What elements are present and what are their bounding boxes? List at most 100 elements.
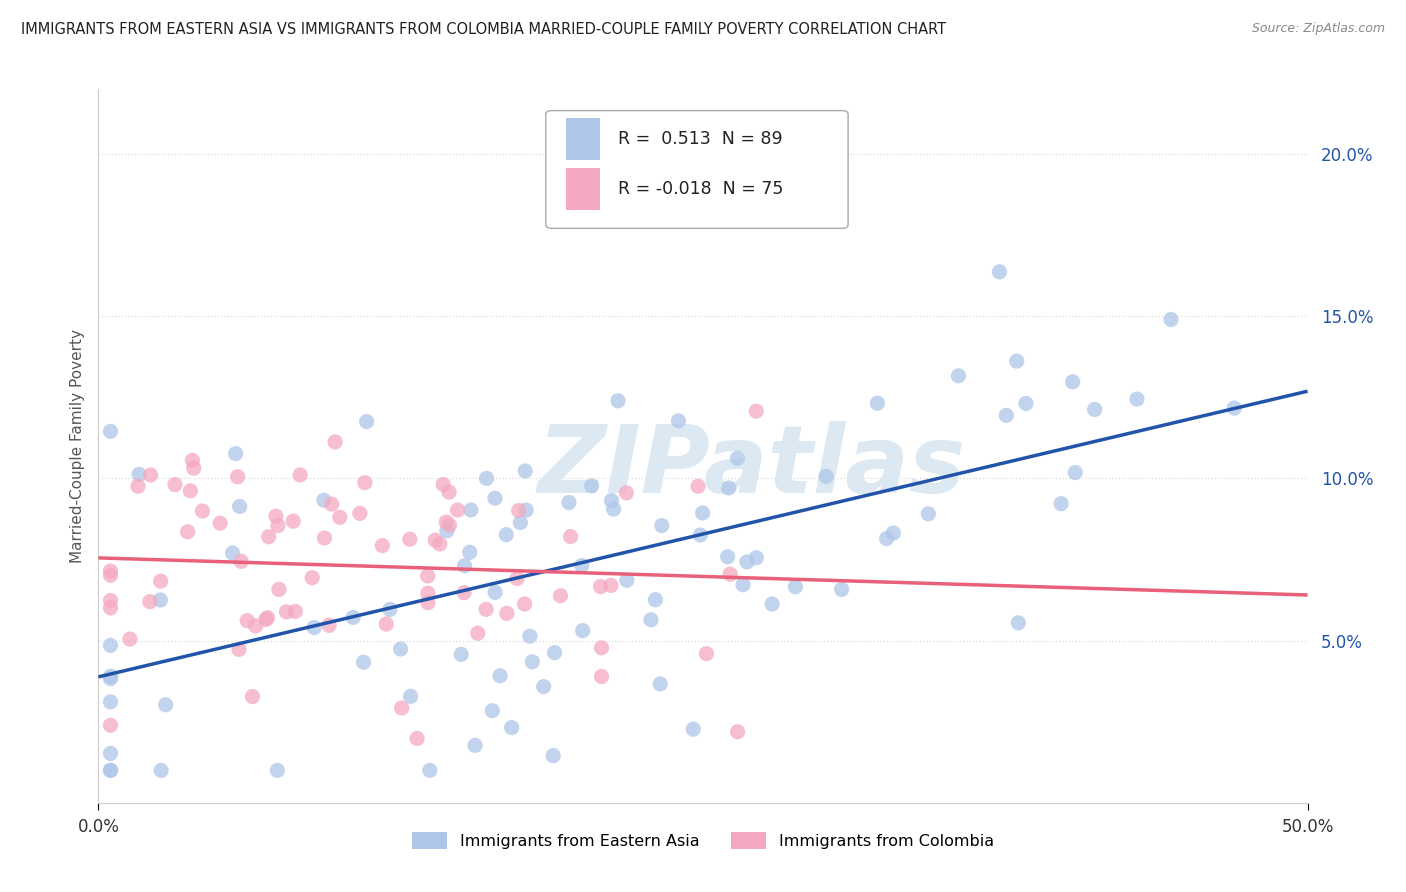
Point bbox=[356, 415, 378, 429]
Point bbox=[1007, 615, 1029, 630]
Point bbox=[640, 613, 662, 627]
Point bbox=[342, 610, 364, 624]
Point bbox=[221, 546, 243, 560]
Text: IMMIGRANTS FROM EASTERN ASIA VS IMMIGRANTS FROM COLOMBIA MARRIED-COUPLE FAMILY P: IMMIGRANTS FROM EASTERN ASIA VS IMMIGRAN… bbox=[21, 22, 946, 37]
Point bbox=[225, 447, 247, 461]
Point bbox=[139, 595, 162, 609]
Point bbox=[100, 425, 122, 439]
Point bbox=[256, 611, 278, 625]
Point bbox=[254, 613, 277, 627]
Point bbox=[519, 629, 541, 643]
Point bbox=[467, 626, 489, 640]
Point bbox=[745, 550, 768, 565]
Point bbox=[481, 704, 503, 718]
Point bbox=[191, 504, 214, 518]
Point bbox=[163, 477, 186, 491]
Point bbox=[245, 619, 267, 633]
Point bbox=[489, 669, 512, 683]
Point bbox=[995, 409, 1018, 423]
Point bbox=[607, 393, 630, 408]
Point bbox=[155, 698, 177, 712]
Point bbox=[100, 764, 122, 778]
Point bbox=[458, 545, 481, 559]
Point bbox=[314, 531, 336, 545]
Point bbox=[149, 574, 172, 588]
Point bbox=[876, 532, 898, 546]
Point bbox=[209, 516, 232, 531]
Point bbox=[1084, 402, 1107, 417]
Point bbox=[917, 507, 939, 521]
Point bbox=[150, 764, 173, 778]
Text: Source: ZipAtlas.com: Source: ZipAtlas.com bbox=[1251, 22, 1385, 36]
Point bbox=[948, 368, 970, 383]
Point bbox=[100, 564, 122, 578]
Point bbox=[389, 642, 412, 657]
Point bbox=[689, 528, 711, 542]
Point bbox=[284, 604, 307, 618]
Point bbox=[731, 578, 754, 592]
Point bbox=[416, 596, 439, 610]
Point bbox=[614, 486, 637, 500]
Point bbox=[321, 497, 343, 511]
Point bbox=[1050, 497, 1073, 511]
Point bbox=[100, 672, 122, 686]
Bar bbox=[567, 169, 600, 210]
Point bbox=[616, 573, 638, 587]
Point bbox=[416, 586, 439, 600]
Point bbox=[181, 453, 204, 467]
Point bbox=[1062, 375, 1084, 389]
Point bbox=[727, 724, 749, 739]
Point bbox=[533, 680, 555, 694]
Point bbox=[301, 571, 323, 585]
Point bbox=[717, 549, 740, 564]
Point bbox=[484, 491, 506, 506]
Point bbox=[543, 646, 565, 660]
Point bbox=[815, 469, 838, 483]
Point bbox=[591, 640, 613, 655]
Point bbox=[475, 471, 498, 485]
Point bbox=[515, 464, 537, 478]
Point bbox=[276, 605, 298, 619]
Point bbox=[179, 483, 201, 498]
Point bbox=[571, 558, 593, 573]
Point bbox=[149, 593, 172, 607]
Point bbox=[688, 479, 710, 493]
Point bbox=[416, 569, 439, 583]
Point bbox=[591, 669, 613, 683]
Point bbox=[100, 718, 122, 732]
Point bbox=[475, 602, 498, 616]
Point bbox=[1005, 354, 1028, 368]
Point bbox=[484, 585, 506, 599]
Point bbox=[100, 669, 122, 683]
Point bbox=[100, 747, 122, 761]
Text: R =  0.513  N = 89: R = 0.513 N = 89 bbox=[619, 130, 783, 148]
Point bbox=[434, 515, 457, 529]
Point bbox=[446, 503, 468, 517]
Point bbox=[267, 582, 290, 597]
Point bbox=[439, 518, 461, 533]
Text: R = -0.018  N = 75: R = -0.018 N = 75 bbox=[619, 180, 783, 198]
Point bbox=[695, 647, 717, 661]
Point bbox=[236, 614, 259, 628]
Point bbox=[495, 527, 517, 541]
Point bbox=[100, 568, 122, 582]
Point bbox=[391, 701, 413, 715]
Point bbox=[522, 655, 544, 669]
Point bbox=[437, 485, 460, 500]
Point bbox=[139, 467, 162, 482]
Point bbox=[508, 503, 530, 517]
Point bbox=[329, 510, 352, 524]
Point bbox=[318, 618, 340, 632]
Point bbox=[267, 518, 290, 533]
Point bbox=[266, 764, 288, 778]
Point bbox=[378, 602, 401, 616]
Bar bbox=[567, 119, 600, 160]
Point bbox=[312, 493, 335, 508]
Point bbox=[450, 648, 472, 662]
Point bbox=[464, 739, 486, 753]
Point bbox=[1160, 312, 1182, 326]
Point bbox=[231, 554, 253, 568]
Point bbox=[651, 518, 673, 533]
Point bbox=[541, 748, 564, 763]
Text: ZIPatlas: ZIPatlas bbox=[537, 421, 966, 514]
